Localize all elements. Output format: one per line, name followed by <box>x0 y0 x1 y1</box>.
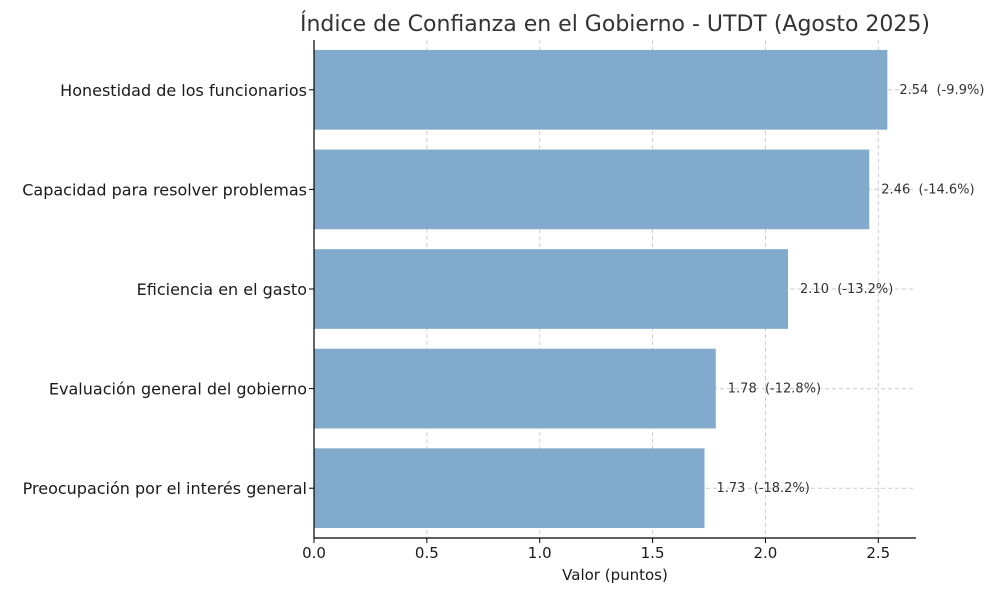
x-tick-label: 0.5 <box>415 544 439 562</box>
x-tick-label: 1.5 <box>641 544 665 562</box>
x-tick-label: 2.0 <box>754 544 778 562</box>
bar <box>314 348 716 429</box>
bar <box>314 149 870 230</box>
data-labels: 2.54 (-9.9%) 2.46 (-14.6%) 2.10 (-13.2%) 1.… <box>716 83 984 496</box>
x-tick-label: 2.5 <box>866 544 890 562</box>
bar <box>314 249 789 329</box>
category-label: Honestidad de los funcionarios <box>60 81 307 100</box>
category-label: Evaluación general del gobierno <box>49 380 307 399</box>
bar-value-label: 2.54 (-9.9%) <box>899 83 984 98</box>
bar-value-label: 1.73 (-18.2%) <box>716 481 809 496</box>
x-axis-title: Valor (puntos) <box>562 566 668 584</box>
bar <box>314 448 705 529</box>
bar-value-label: 1.78 (-12.8%) <box>728 382 821 397</box>
bar-value-label: 2.46 (-14.6%) <box>881 182 974 197</box>
bar-value-label: 2.10 (-13.2%) <box>800 282 893 297</box>
axes <box>313 40 916 539</box>
category-label: Eficiencia en el gasto <box>137 280 307 299</box>
chart-title: Índice de Confianza en el Gobierno - UTD… <box>300 11 930 37</box>
bars <box>314 49 888 529</box>
x-tick-label: 0.0 <box>302 544 326 562</box>
bar <box>314 49 888 130</box>
category-labels: Honestidad de los funcionarios Capacidad … <box>22 81 307 498</box>
x-ticks: 0.0 0.5 1.0 1.5 2.0 2.5 <box>302 89 890 562</box>
category-label: Capacidad para resolver problemas <box>22 180 307 199</box>
x-tick-label: 1.0 <box>528 544 552 562</box>
category-label: Preocupación por el interés general <box>23 479 307 498</box>
